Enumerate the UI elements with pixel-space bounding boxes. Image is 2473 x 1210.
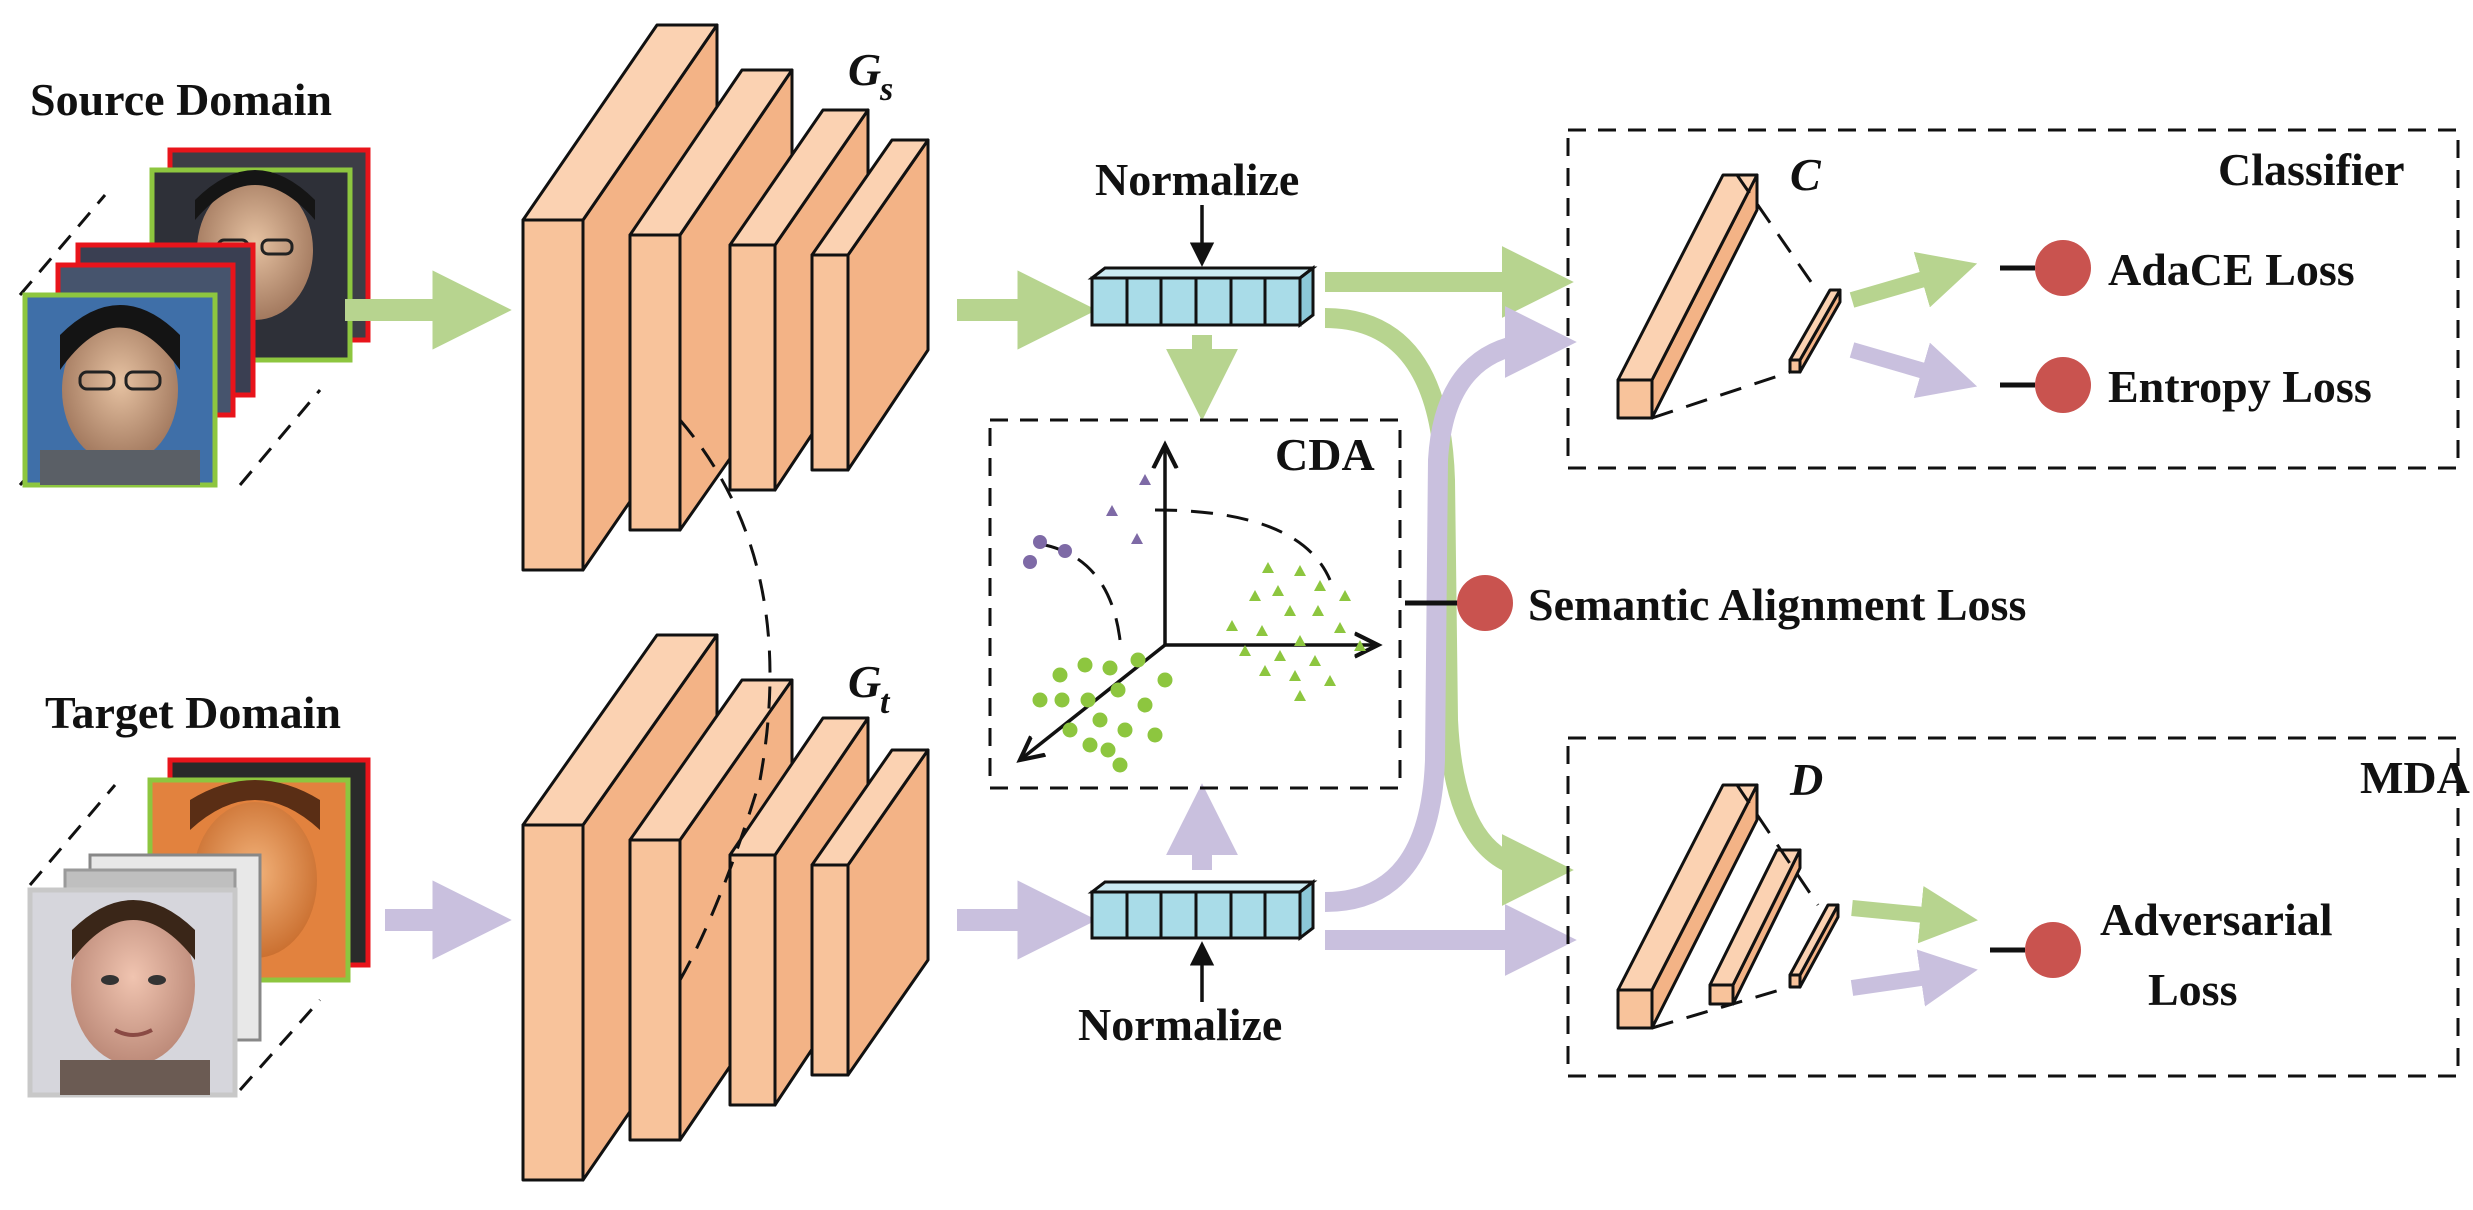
target-point xyxy=(1106,505,1118,516)
entropy-arrow xyxy=(1849,342,1978,398)
cda-label: CDA xyxy=(1275,429,1375,480)
classifier-title: Classifier xyxy=(2218,144,2405,195)
source-points-circles xyxy=(1032,652,1173,773)
mda-symbol: D xyxy=(1789,754,1823,805)
mda-title: MDA xyxy=(2360,752,2470,803)
source-feature-vector xyxy=(1087,264,1318,329)
target-point xyxy=(1058,544,1072,558)
classifier-blocks xyxy=(1616,173,1842,420)
cda-scatter-plot xyxy=(1020,445,1378,773)
target-feature-vector xyxy=(1087,878,1318,942)
semantic-alignment-loss-label: Semantic Alignment Loss xyxy=(1528,579,2026,630)
source-face-stack xyxy=(18,147,371,488)
mda-box xyxy=(1566,736,2460,1078)
target-generator-symbol: G xyxy=(848,656,881,707)
adace-loss-label: AdaCE Loss xyxy=(2108,244,2355,295)
entropy-loss-label: Entropy Loss xyxy=(2108,361,2372,412)
adversarial-green-arrow xyxy=(1851,885,1978,944)
adversarial-loss-line2: Loss xyxy=(2148,964,2237,1015)
semantic-alignment-loss-dot xyxy=(1457,575,1513,631)
discriminator-blocks xyxy=(1616,783,1840,1030)
adversarial-purple-arrow xyxy=(1850,949,1978,1007)
adversarial-loss-dot xyxy=(2025,922,2081,978)
entropy-loss-dot xyxy=(2035,357,2091,413)
target-generator-blocks xyxy=(521,633,930,1182)
adversarial-loss-line1: Adversarial xyxy=(2100,894,2333,945)
source-domain-label: Source Domain xyxy=(30,74,332,125)
target-point xyxy=(1023,555,1037,569)
normalize-top-label: Normalize xyxy=(1095,154,1299,205)
target-domain-label: Target Domain xyxy=(45,687,341,738)
target-point xyxy=(1139,474,1151,485)
normalize-bottom-label: Normalize xyxy=(1078,999,1282,1050)
adace-loss-dot xyxy=(2035,240,2091,296)
target-to-classifier-curve xyxy=(1324,306,1577,912)
target-point xyxy=(1033,535,1047,549)
source-points-triangles xyxy=(1226,562,1366,701)
source-generator-symbol: G xyxy=(848,44,881,95)
target-point xyxy=(1131,533,1143,544)
source-generator-blocks xyxy=(521,23,930,572)
classifier-box xyxy=(1566,128,2460,470)
source-generator-subscript: s xyxy=(879,71,893,108)
target-generator-subscript: t xyxy=(880,684,891,721)
target-face-stack xyxy=(27,757,371,1098)
classifier-symbol: C xyxy=(1790,149,1822,200)
adace-arrow xyxy=(1849,252,1978,308)
